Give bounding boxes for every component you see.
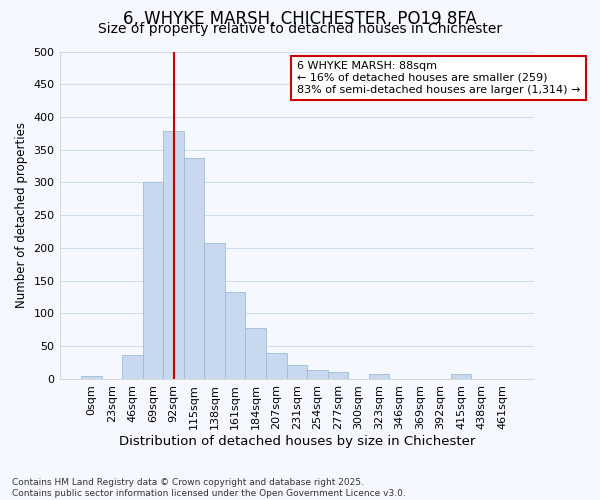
Bar (245, 328, 266, 379)
Bar (307, 370, 328, 379)
Bar (328, 372, 348, 379)
Bar (184, 158, 205, 379)
Bar (205, 242, 225, 379)
Text: 6, WHYKE MARSH, CHICHESTER, PO19 8FA: 6, WHYKE MARSH, CHICHESTER, PO19 8FA (123, 10, 477, 28)
Y-axis label: Number of detached properties: Number of detached properties (15, 122, 28, 308)
Bar (81, 376, 101, 379)
Bar (143, 182, 163, 379)
Bar (451, 374, 472, 379)
X-axis label: Distribution of detached houses by size in Chichester: Distribution of detached houses by size … (119, 434, 475, 448)
Bar (122, 354, 143, 379)
Text: 6 WHYKE MARSH: 88sqm
← 16% of detached houses are smaller (259)
83% of semi-deta: 6 WHYKE MARSH: 88sqm ← 16% of detached h… (297, 62, 580, 94)
Bar (225, 292, 245, 379)
Text: Contains HM Land Registry data © Crown copyright and database right 2025.
Contai: Contains HM Land Registry data © Crown c… (12, 478, 406, 498)
Bar (163, 132, 184, 379)
Bar (369, 374, 389, 379)
Bar (287, 364, 307, 379)
Text: Size of property relative to detached houses in Chichester: Size of property relative to detached ho… (98, 22, 502, 36)
Bar (266, 353, 287, 379)
